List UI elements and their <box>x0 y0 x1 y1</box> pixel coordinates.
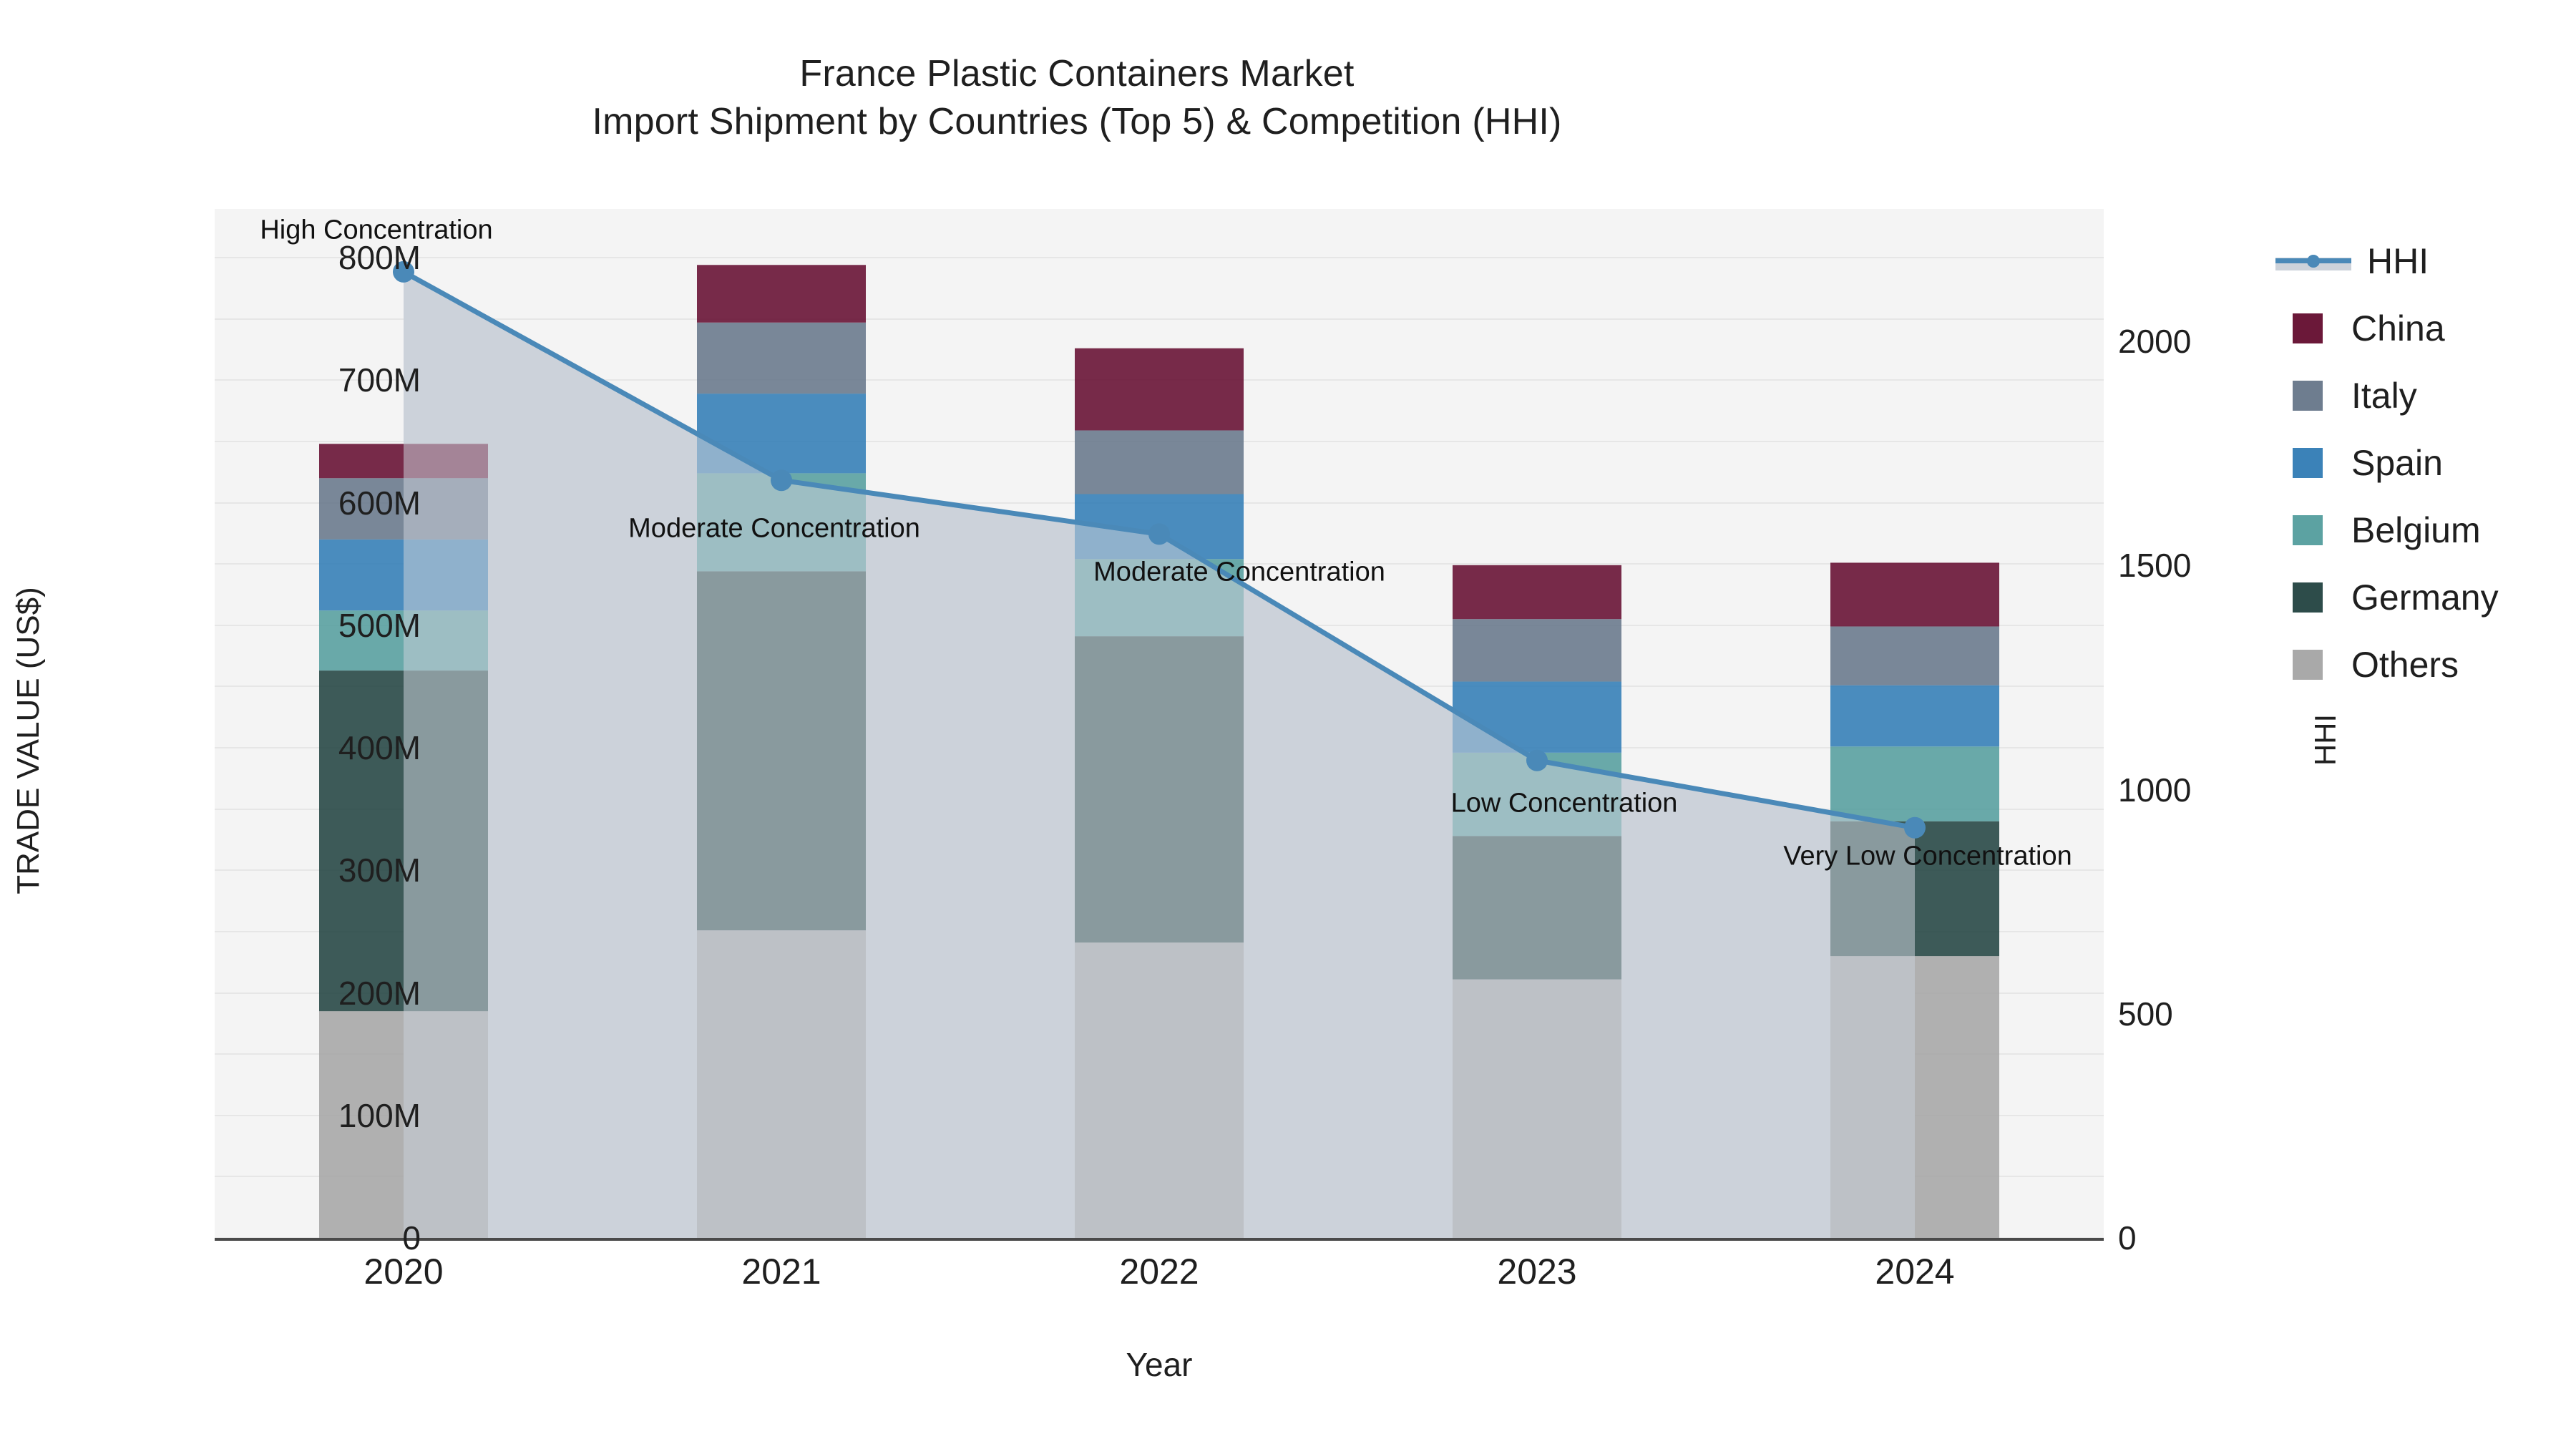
x-axis-tick-label-2021: 2021 <box>741 1252 821 1292</box>
hhi-marker[interactable] <box>1526 749 1548 771</box>
y-axis-right-tick-label: 1000 <box>2118 771 2192 809</box>
legend-item-label: China <box>2351 308 2445 348</box>
y-axis-left-tick-label: 700M <box>338 361 421 399</box>
legend: HHI China Italy Spain Belgium Germany Others <box>2275 228 2576 698</box>
y-axis-left-tick-label: 400M <box>338 729 421 766</box>
legend-item-label: HHI <box>2367 241 2429 281</box>
legend-item-others[interactable]: Others <box>2275 631 2576 698</box>
y-axis-left-tick-label: 200M <box>338 974 421 1012</box>
legend-item-italy[interactable]: Italy <box>2275 362 2576 429</box>
legend-color-swatch <box>2293 515 2323 545</box>
legend-color-swatch <box>2293 313 2323 343</box>
legend-item-hhi[interactable]: HHI <box>2275 228 2576 295</box>
legend-item-spain[interactable]: Spain <box>2275 429 2576 497</box>
legend-item-germany[interactable]: Germany <box>2275 564 2576 631</box>
hhi-marker[interactable] <box>393 260 414 283</box>
legend-line-marker <box>2307 255 2320 268</box>
y-axis-right-tick-label: 1500 <box>2118 547 2192 585</box>
y-axis-right-tick-label: 0 <box>2118 1219 2137 1257</box>
x-axis-tick-label-2022: 2022 <box>1119 1252 1199 1292</box>
gridline <box>215 318 2104 320</box>
legend-color-swatch <box>2293 582 2323 613</box>
hhi-area-overlay <box>404 271 1915 1238</box>
hhi-annotation-label: Very Low Concentration <box>1783 841 2072 872</box>
hhi-marker[interactable] <box>771 469 792 492</box>
x-axis-title: Year <box>1126 1346 1193 1383</box>
legend-item-label: Italy <box>2351 376 2417 416</box>
legend-item-label: Spain <box>2351 443 2443 483</box>
hhi-marker[interactable] <box>1148 523 1170 545</box>
plot-area: High Concentration Moderate Concentration… <box>215 209 2104 1239</box>
x-axis-tick-label-2023: 2023 <box>1497 1252 1577 1292</box>
gridline <box>215 257 2104 258</box>
legend-item-label: Others <box>2351 645 2459 685</box>
legend-item-label: Belgium <box>2351 510 2481 550</box>
y-axis-left-tick-label: 500M <box>338 606 421 644</box>
bar-segment-italy[interactable] <box>1075 430 1244 494</box>
y-axis-left-title: TRADE VALUE (US$) <box>11 587 46 894</box>
hhi-annotation-label: Moderate Concentration <box>1093 557 1385 587</box>
bar-segment-italy[interactable] <box>697 322 866 394</box>
bar-segment-italy[interactable] <box>1453 619 1621 682</box>
chart-title-line-1: France Plastic Containers Market <box>799 53 1355 94</box>
hhi-annotation-label: Low Concentration <box>1450 788 1678 819</box>
chart-canvas <box>319 260 1999 1238</box>
bar-segment-spain[interactable] <box>1830 685 1999 747</box>
y-axis-right-tick-label: 500 <box>2118 995 2173 1033</box>
legend-item-label: Germany <box>2351 577 2499 618</box>
y-axis-left-tick-label: 800M <box>338 239 421 276</box>
legend-item-belgium[interactable]: Belgium <box>2275 497 2576 564</box>
bar-segment-italy[interactable] <box>1830 626 1999 686</box>
hhi-annotation-label: High Concentration <box>260 215 493 245</box>
y-axis-left-tick-label: 0 <box>402 1219 421 1257</box>
y-axis-left-tick-label: 100M <box>338 1096 421 1134</box>
chart-title-line-2: Import Shipment by Countries (Top 5) & C… <box>592 100 1562 142</box>
x-axis-line <box>215 1238 2104 1241</box>
y-axis-left-tick-label: 600M <box>338 484 421 522</box>
y-axis-right-tick-label: 2000 <box>2118 323 2192 360</box>
x-axis-tick-label-2020: 2020 <box>364 1252 444 1292</box>
hhi-annotation-label: Moderate Concentration <box>628 513 920 544</box>
legend-line-icon <box>2275 246 2351 276</box>
bar-segment-china[interactable] <box>1830 562 1999 627</box>
bar-segment-belgium[interactable] <box>1830 746 1999 821</box>
x-axis-tick-label-2024: 2024 <box>1875 1252 1955 1292</box>
legend-item-china[interactable]: China <box>2275 295 2576 362</box>
y-axis-left-tick-label: 300M <box>338 852 421 889</box>
hhi-marker[interactable] <box>1904 816 1926 839</box>
legend-color-swatch <box>2293 448 2323 478</box>
legend-color-swatch <box>2293 381 2323 411</box>
bar-segment-china[interactable] <box>1075 348 1244 431</box>
chart-title: France Plastic Containers Market Import … <box>0 50 2154 145</box>
bar-segment-china[interactable] <box>697 265 866 323</box>
legend-color-swatch <box>2293 650 2323 680</box>
bar-segment-china[interactable] <box>1453 565 1621 620</box>
